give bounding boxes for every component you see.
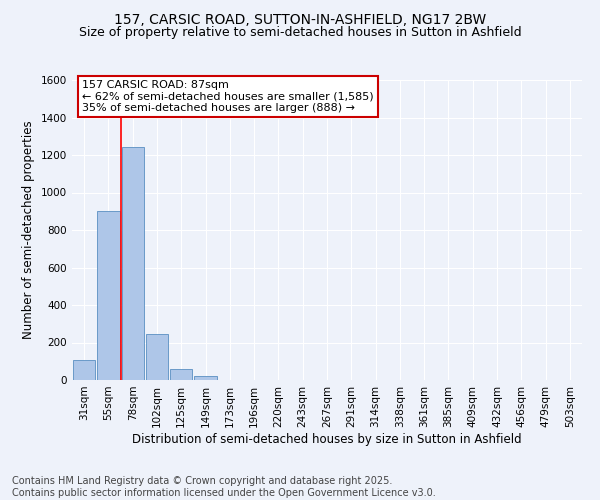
X-axis label: Distribution of semi-detached houses by size in Sutton in Ashfield: Distribution of semi-detached houses by …	[132, 432, 522, 446]
Bar	[146, 334, 168, 380]
Bar	[122, 146, 144, 380]
Text: Size of property relative to semi-detached houses in Sutton in Ashfield: Size of property relative to semi-detach…	[79, 26, 521, 39]
Bar	[170, 370, 193, 380]
Bar	[194, 376, 217, 380]
Text: 157, CARSIC ROAD, SUTTON-IN-ASHFIELD, NG17 2BW: 157, CARSIC ROAD, SUTTON-IN-ASHFIELD, NG…	[114, 12, 486, 26]
Y-axis label: Number of semi-detached properties: Number of semi-detached properties	[22, 120, 35, 340]
Text: Contains HM Land Registry data © Crown copyright and database right 2025.
Contai: Contains HM Land Registry data © Crown c…	[12, 476, 436, 498]
Bar	[73, 360, 95, 380]
Text: 157 CARSIC ROAD: 87sqm
← 62% of semi-detached houses are smaller (1,585)
35% of : 157 CARSIC ROAD: 87sqm ← 62% of semi-det…	[82, 80, 374, 113]
Bar	[97, 211, 119, 380]
